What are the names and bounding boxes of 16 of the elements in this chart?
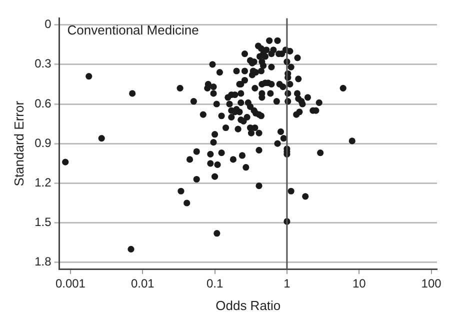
x-tick-label: 0.1	[206, 276, 224, 291]
y-tick-label: 1.5	[34, 215, 52, 230]
y-tick-label: 0	[44, 17, 52, 32]
x-tick-label: 1	[284, 276, 291, 291]
x-tick-label: 10	[352, 276, 366, 291]
annotation: Conventional Medicine	[67, 22, 199, 38]
x-axis-title: Odds Ratio	[216, 298, 281, 313]
y-axis-title: Standard Error	[11, 100, 26, 186]
y-tick-label: 0.9	[34, 136, 52, 150]
x-tick-label: 100	[421, 276, 442, 291]
y-tick-label: 0.3	[34, 56, 52, 71]
y-tick-label: 1.2	[34, 176, 52, 190]
x-tick-label: 0.01	[130, 276, 155, 291]
x-tick-label: 0.001	[55, 276, 86, 291]
y-tick-label: 1.8	[34, 254, 52, 269]
y-tick-label: 0.6	[34, 96, 52, 110]
